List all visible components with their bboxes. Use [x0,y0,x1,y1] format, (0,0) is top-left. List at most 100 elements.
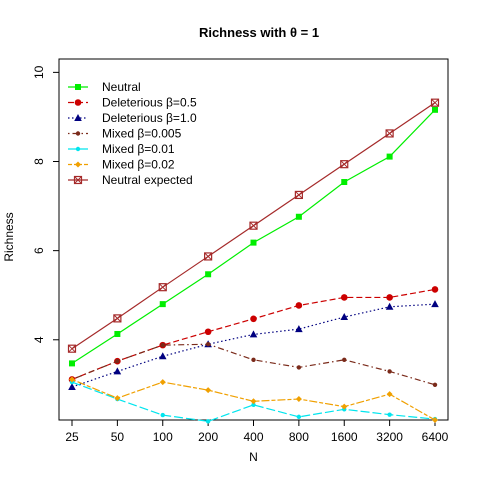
legend-marker [75,131,81,136]
x-tick-label: 800 [289,430,309,444]
data-point [249,330,258,338]
legend-item: Deleterious β=1.0 [68,111,197,125]
data-point [250,315,257,323]
data-point [114,330,121,337]
x-tick-label: 3200 [376,430,403,444]
series-line [71,378,436,421]
axes: 25 50 100 200 400 800 1600 3200 6400 4 6 8 10 [32,65,449,444]
data-point [342,357,347,363]
legend-item: Neutral [68,80,141,94]
legend-marker [75,84,81,90]
data-point [113,367,122,375]
series-line [71,381,436,422]
data-point [113,314,122,323]
data-point [386,294,393,301]
data-point [250,398,257,405]
data-point [431,300,439,308]
series-group [69,342,438,387]
data-point [294,190,303,200]
legend-item: Mixed β=0.005 [68,127,182,141]
data-point [160,342,165,348]
x-tick-label: 400 [243,430,263,444]
data-point [251,357,256,363]
legend-item: Deleterious β=0.5 [68,96,197,110]
x-tick-label: 1600 [331,430,358,444]
legend-item: Neutral expected [68,173,193,187]
series-group [69,106,438,367]
data-point [432,106,438,113]
y-tick-label: 4 [32,336,46,343]
series-group [69,376,438,423]
data-point [115,358,120,364]
data-point [386,153,393,160]
legend-marker [75,161,81,168]
x-axis-label: N [249,450,258,464]
data-point [386,391,393,398]
data-point [249,221,258,230]
data-point [158,352,167,360]
data-point [340,294,348,301]
legend-label: Mixed β=0.01 [102,142,175,156]
data-point [387,369,392,374]
x-tick-label: 6400 [422,430,449,444]
legend-label: Mixed β=0.005 [102,127,182,141]
legend-label: Mixed β=0.02 [102,158,175,172]
data-point [385,129,394,138]
data-point [340,160,349,169]
data-point [296,414,302,420]
data-point [431,286,439,293]
data-point [295,302,303,309]
data-point [295,213,302,220]
data-point [159,301,166,308]
legend-marker [75,146,81,152]
data-point [295,325,303,333]
legend-marker [73,175,83,185]
data-point [341,179,348,186]
legend-marker [74,114,82,121]
data-point [67,344,77,353]
data-point [68,383,76,391]
legend-marker [74,99,82,106]
series-group [67,98,440,353]
data-point [205,387,212,394]
y-tick-label: 8 [32,158,46,165]
y-tick-label: 10 [32,65,46,79]
data-point [204,252,213,261]
x-tick-label: 200 [198,430,218,444]
data-point [114,395,121,402]
legend-label: Deleterious β=0.5 [102,96,197,110]
data-point [387,412,392,417]
x-tick-label: 25 [65,430,79,444]
data-point [250,239,257,246]
legend-label: Deleterious β=1.0 [102,111,197,125]
x-tick-label: 100 [153,430,173,444]
data-point [432,382,438,387]
legend-item: Mixed β=0.01 [68,142,175,156]
legend-label: Neutral expected [102,173,193,187]
data-point [385,302,394,310]
legend-item: Mixed β=0.02 [68,158,175,172]
data-point [69,376,75,383]
data-point [158,283,167,292]
data-point [340,313,349,321]
data-point [204,328,212,336]
data-point [341,403,348,410]
data-point [69,360,75,367]
data-point [432,417,438,423]
series-line [71,343,436,386]
data-point [159,379,166,386]
data-point [205,342,211,347]
data-point [430,98,440,107]
series-layer [67,98,440,424]
y-tick-label: 6 [32,247,46,254]
data-point [160,412,165,418]
y-axis-label: Richness [2,212,16,261]
x-tick-label: 50 [111,430,125,444]
chart-title: Richness with θ = 1 [199,25,319,40]
data-point [295,396,302,403]
data-point [205,419,211,424]
data-point [296,365,302,370]
data-point [205,271,212,278]
